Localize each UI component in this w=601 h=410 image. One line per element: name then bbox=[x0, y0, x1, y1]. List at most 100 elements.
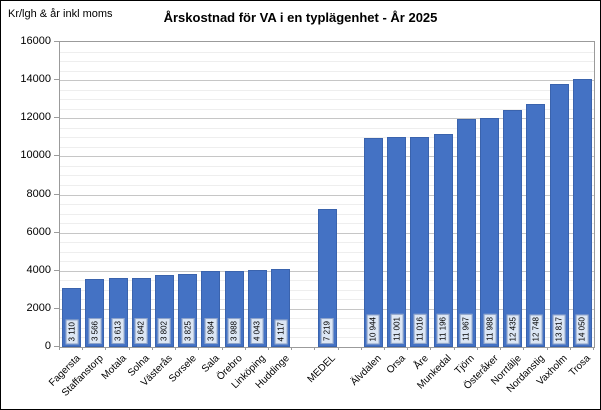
bar: 14 050 bbox=[572, 79, 592, 347]
y-axis-tick-label: 0 bbox=[44, 340, 51, 352]
bar: 3 802 bbox=[154, 275, 174, 347]
x-axis-tick-mark bbox=[82, 347, 84, 350]
x-axis-tick-mark bbox=[128, 347, 130, 350]
x-axis-tick-mark bbox=[59, 347, 60, 350]
major-gridline bbox=[60, 194, 594, 196]
bar: 3 566 bbox=[85, 279, 105, 347]
x-axis-tick-mark bbox=[523, 347, 525, 350]
bar: 4 117 bbox=[271, 269, 291, 347]
y-axis-tick-label: 16000 bbox=[20, 35, 51, 47]
bar-value-label: 11 196 bbox=[436, 314, 450, 344]
x-axis-tick-mark bbox=[453, 347, 455, 350]
x-axis-tick-mark bbox=[244, 347, 246, 350]
y-axis-tick-label: 14000 bbox=[20, 73, 51, 86]
bar: 13 817 bbox=[549, 84, 569, 347]
y-axis-tick-mark bbox=[54, 193, 59, 195]
bar-value-label: 7 219 bbox=[320, 317, 334, 344]
chart-title: Årskostnad för VA i en typlägenhet - År … bbox=[163, 10, 438, 25]
bar: 3 613 bbox=[108, 278, 128, 347]
y-axis-tick-mark bbox=[54, 117, 59, 119]
y-axis-tick-mark bbox=[54, 155, 59, 157]
bar-value-label: 4 117 bbox=[273, 318, 288, 344]
bar-value-label: 13 817 bbox=[552, 313, 566, 344]
bar: 10 944 bbox=[363, 138, 383, 347]
bar-value-label: 12 748 bbox=[529, 313, 543, 344]
minor-gridline bbox=[60, 137, 594, 139]
x-axis-tick-mark bbox=[151, 347, 153, 350]
bar: 11 988 bbox=[480, 118, 500, 347]
y-axis-tick-label: 12000 bbox=[20, 111, 51, 124]
x-axis-tick-mark bbox=[384, 347, 386, 350]
minor-gridline bbox=[60, 89, 594, 91]
minor-gridline bbox=[60, 175, 594, 177]
minor-gridline bbox=[60, 108, 594, 110]
bar: 3 110 bbox=[62, 288, 82, 347]
x-axis-label: Trosa bbox=[567, 353, 594, 379]
bar-value-label: 4 043 bbox=[250, 317, 264, 344]
x-axis-tick-mark bbox=[267, 347, 269, 350]
y-axis-tick-label: 6000 bbox=[26, 225, 51, 238]
y-axis-tick-label: 2000 bbox=[26, 301, 51, 314]
x-axis-tick-mark bbox=[291, 347, 293, 350]
y-axis-tick-mark bbox=[54, 269, 59, 271]
bar: 11 967 bbox=[456, 119, 476, 347]
x-axis-tick-mark bbox=[569, 347, 571, 350]
x-axis-tick-mark bbox=[546, 347, 548, 350]
minor-gridline bbox=[60, 61, 594, 63]
x-axis-tick-mark bbox=[105, 347, 107, 350]
minor-gridline bbox=[60, 51, 594, 53]
bar-value-label: 11 967 bbox=[459, 314, 473, 344]
x-axis-tick-mark bbox=[337, 347, 339, 350]
bar-value-label: 3 566 bbox=[88, 317, 102, 344]
y-axis-tick-label: 10000 bbox=[20, 149, 51, 162]
x-axis-tick-mark bbox=[500, 347, 502, 350]
bar-value-label: 11 001 bbox=[390, 314, 404, 344]
y-axis-tick-mark bbox=[54, 307, 59, 309]
plot-area: 3 110 3 566 3 613 3 642 3 802 3 825 3 964 3 988… bbox=[59, 41, 595, 348]
bar: 12 748 bbox=[526, 104, 546, 347]
x-axis-label: Åre bbox=[411, 353, 431, 372]
bar-value-label: 3 613 bbox=[111, 317, 125, 344]
minor-gridline bbox=[60, 70, 594, 72]
x-axis-tick-mark bbox=[430, 347, 432, 350]
minor-gridline bbox=[60, 146, 594, 148]
y-axis-tick-mark bbox=[54, 79, 59, 81]
x-axis-tick-mark bbox=[360, 347, 362, 350]
bar-value-label: 12 435 bbox=[506, 313, 520, 344]
major-gridline bbox=[60, 118, 594, 120]
x-axis-tick-mark bbox=[314, 347, 316, 350]
bar-value-label: 3 110 bbox=[65, 318, 79, 344]
bar: 4 043 bbox=[247, 270, 267, 347]
bar-value-label: 3 964 bbox=[204, 317, 218, 344]
bar: 3 988 bbox=[224, 271, 244, 347]
bar-value-label: 14 050 bbox=[575, 313, 589, 344]
y-axis-tick-mark bbox=[54, 231, 59, 233]
y-axis-tick-mark bbox=[54, 346, 59, 347]
y-axis-tick-label: 8000 bbox=[26, 187, 51, 200]
x-axis-tick-mark bbox=[476, 347, 478, 350]
bar: 11 196 bbox=[433, 134, 453, 347]
minor-gridline bbox=[60, 165, 594, 167]
major-gridline bbox=[60, 156, 594, 158]
bar: 3 825 bbox=[178, 274, 198, 347]
y-axis-tick-label: 4000 bbox=[26, 263, 51, 276]
x-axis-label: Orsa bbox=[384, 353, 408, 377]
bar: 11 016 bbox=[410, 137, 430, 347]
bar-value-label: 3 802 bbox=[157, 317, 172, 344]
bar: 3 642 bbox=[131, 278, 151, 347]
x-axis-tick-mark bbox=[175, 347, 177, 350]
bar-value-label: 3 642 bbox=[134, 317, 148, 344]
y-axis-tick-mark bbox=[54, 41, 59, 42]
minor-gridline bbox=[60, 127, 594, 129]
x-axis-label: MEDEL bbox=[305, 353, 338, 386]
x-axis-tick-mark bbox=[593, 347, 594, 350]
x-axis-tick-mark bbox=[407, 347, 409, 350]
bar: 12 435 bbox=[503, 110, 523, 347]
x-axis-label: Motala bbox=[99, 353, 129, 383]
bar-value-label: 3 988 bbox=[227, 317, 241, 344]
bar-value-label: 3 825 bbox=[181, 317, 195, 344]
bar-value-label: 10 944 bbox=[366, 313, 381, 344]
bar: 11 001 bbox=[387, 137, 407, 347]
bar: 3 964 bbox=[201, 271, 221, 347]
